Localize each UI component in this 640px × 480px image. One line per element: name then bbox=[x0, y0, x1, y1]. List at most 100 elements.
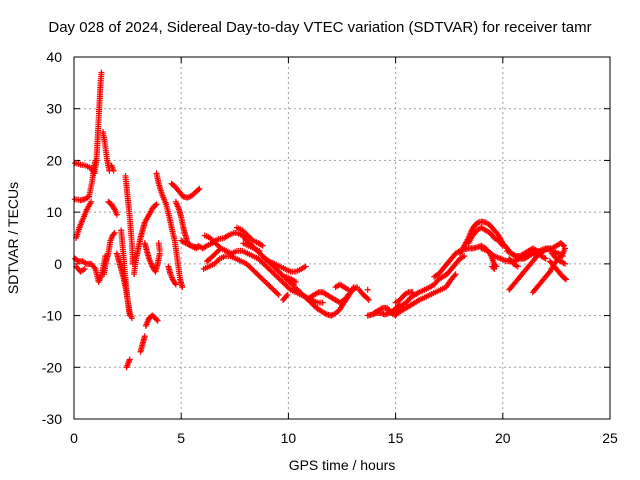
data-series bbox=[546, 258, 570, 283]
data-series bbox=[280, 291, 291, 304]
x-tick-label: 10 bbox=[281, 430, 297, 446]
data-point bbox=[215, 256, 222, 263]
data-series bbox=[101, 229, 118, 278]
data-series bbox=[122, 172, 136, 267]
data-point bbox=[292, 278, 299, 285]
data-point bbox=[498, 241, 505, 248]
data-point bbox=[92, 157, 99, 164]
data-series bbox=[200, 253, 282, 298]
data-series bbox=[155, 240, 163, 254]
data-series bbox=[105, 198, 120, 218]
x-tick-labels: 0 5 10 15 20 25 bbox=[70, 430, 618, 446]
data-point bbox=[248, 236, 255, 243]
data-series bbox=[141, 240, 163, 275]
data-series bbox=[233, 224, 266, 249]
data-series bbox=[489, 263, 498, 273]
x-tick-label: 5 bbox=[177, 430, 185, 446]
data-point bbox=[256, 247, 263, 254]
y-tick-labels: -30 -20 -10 0 10 20 30 40 bbox=[42, 49, 62, 427]
x-tick-label: 0 bbox=[70, 430, 78, 446]
data-series bbox=[332, 281, 352, 293]
data-point bbox=[561, 275, 568, 282]
data-series bbox=[371, 253, 468, 319]
grid bbox=[74, 57, 610, 419]
data-series bbox=[394, 271, 459, 316]
y-tick-label: 40 bbox=[46, 49, 62, 65]
data-point bbox=[409, 289, 416, 296]
data-point bbox=[283, 293, 290, 300]
data-point bbox=[561, 245, 568, 252]
data-point bbox=[113, 211, 120, 218]
y-tick-label: 30 bbox=[46, 101, 62, 117]
data-point bbox=[110, 167, 117, 174]
data-series bbox=[504, 245, 545, 260]
data-series bbox=[465, 224, 506, 249]
data-series bbox=[261, 255, 309, 275]
data-series bbox=[364, 286, 371, 293]
data-point bbox=[451, 272, 458, 279]
data-series bbox=[283, 273, 299, 285]
data-point bbox=[322, 310, 329, 317]
x-axis-label: GPS time / hours bbox=[289, 457, 396, 473]
data-point bbox=[558, 251, 565, 258]
data-point bbox=[563, 276, 570, 283]
y-axis-label: SDTVAR / TECUs bbox=[5, 182, 21, 294]
data-series bbox=[506, 255, 521, 270]
data-point bbox=[514, 263, 521, 270]
y-tick-label: -20 bbox=[42, 359, 62, 375]
data-series bbox=[137, 333, 148, 355]
data-point bbox=[561, 260, 568, 267]
data-point bbox=[217, 245, 224, 252]
data-points bbox=[72, 69, 570, 371]
data-point bbox=[141, 333, 148, 340]
data-series bbox=[549, 250, 568, 267]
data-series bbox=[118, 227, 133, 319]
data-point bbox=[88, 198, 95, 205]
data-point bbox=[284, 291, 291, 298]
data-point bbox=[491, 266, 498, 273]
plot-frame bbox=[73, 56, 611, 420]
data-point bbox=[319, 299, 326, 306]
data-series bbox=[153, 170, 186, 291]
data-series bbox=[306, 284, 361, 306]
data-series bbox=[131, 201, 160, 278]
data-point bbox=[195, 186, 202, 193]
data-point bbox=[364, 295, 371, 302]
data-point bbox=[216, 246, 223, 253]
data-point bbox=[186, 193, 193, 200]
data-point bbox=[153, 201, 160, 208]
data-series bbox=[201, 232, 326, 306]
data-point bbox=[98, 69, 105, 76]
data-series bbox=[142, 312, 161, 329]
y-tick-label: -10 bbox=[42, 308, 62, 324]
data-point bbox=[110, 231, 117, 238]
data-series bbox=[108, 162, 117, 174]
y-tick-label: 0 bbox=[54, 256, 62, 272]
x-tick-label: 15 bbox=[388, 430, 404, 446]
y-tick-label: 20 bbox=[46, 152, 62, 168]
data-point bbox=[259, 242, 266, 249]
data-point bbox=[81, 266, 88, 273]
data-series bbox=[203, 245, 224, 265]
data-point bbox=[126, 312, 133, 319]
data-point bbox=[286, 285, 293, 292]
data-point bbox=[274, 290, 281, 297]
data-point bbox=[364, 286, 371, 293]
data-point bbox=[179, 284, 186, 291]
data-series bbox=[392, 289, 416, 306]
chart-title: Day 028 of 2024, Sidereal Day-to-day VTE… bbox=[48, 19, 591, 36]
data-point bbox=[196, 185, 203, 192]
data-point bbox=[499, 242, 506, 249]
data-point bbox=[275, 291, 282, 298]
data-point bbox=[329, 311, 336, 318]
data-series bbox=[168, 180, 203, 201]
data-series bbox=[356, 286, 372, 304]
data-point bbox=[345, 286, 352, 293]
data-point bbox=[172, 280, 179, 287]
axis-ticks bbox=[73, 56, 611, 420]
data-point bbox=[110, 205, 117, 212]
data-series bbox=[73, 263, 88, 275]
data-series bbox=[72, 157, 99, 204]
y-tick-label: 10 bbox=[46, 204, 62, 220]
